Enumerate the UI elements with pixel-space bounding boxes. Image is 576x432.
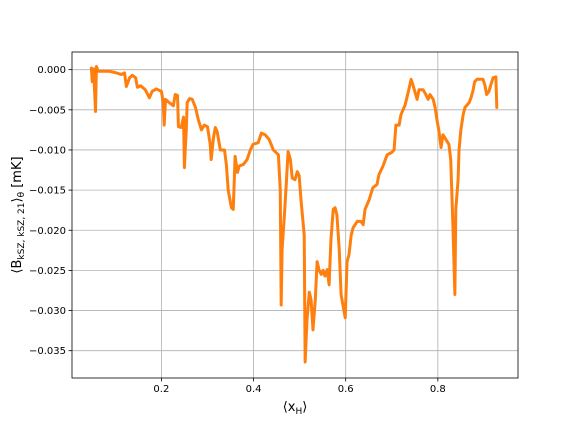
y-tick-label: −0.020 (29, 226, 66, 237)
x-tick-label: 0.2 (153, 384, 169, 395)
y-tick-label: −0.030 (29, 306, 66, 317)
y-tick-label: −0.005 (29, 105, 66, 116)
y-tick-label: −0.010 (29, 145, 66, 156)
x-axis-label: ⟨xH⟩ (283, 400, 308, 417)
y-tick-label: −0.015 (29, 186, 66, 197)
plot-frame (71, 51, 519, 379)
y-axis-label: ⟨BkSZ, kSZ, 21⟩θ [mK] (10, 156, 27, 273)
y-tick-label: −0.035 (29, 346, 66, 357)
y-tick-label: −0.025 (29, 266, 66, 277)
x-tick-label: 0.4 (246, 384, 262, 395)
x-tick-label: 0.6 (338, 384, 354, 395)
data-line (89, 64, 499, 364)
x-tick-label: 0.8 (430, 384, 446, 395)
y-tick-label: 0.000 (37, 65, 66, 76)
